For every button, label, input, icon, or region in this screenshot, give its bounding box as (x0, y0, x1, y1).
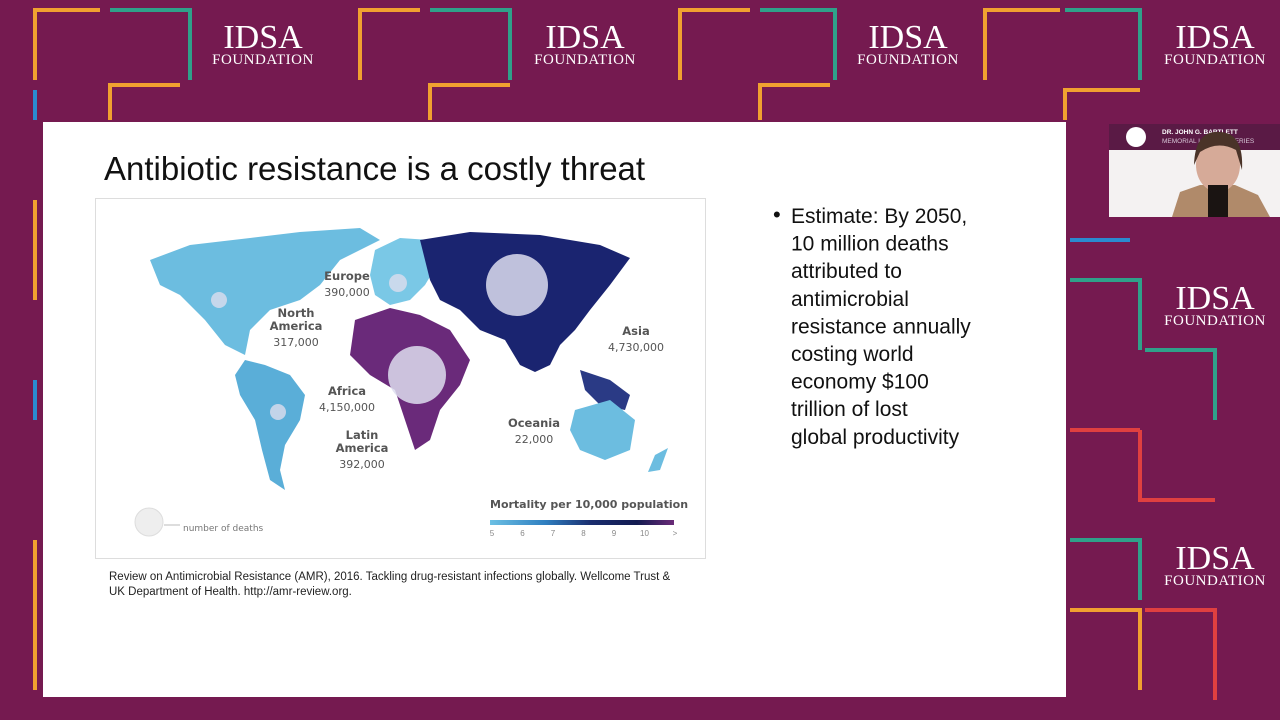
bullet-line: costing world (791, 343, 914, 366)
citation-line: UK Department of Health. http://amr-revi… (109, 586, 352, 598)
world-map (134, 228, 674, 537)
bullet-line: attributed to (791, 260, 902, 283)
map-labels: Europe390,000NorthAmerica317,000Asia4,73… (270, 269, 664, 471)
logo-sub: FOUNDATION (1164, 573, 1266, 589)
bullet-line: trillion of lost (791, 398, 908, 421)
logo-sub: FOUNDATION (534, 52, 636, 68)
logos: IDSAFOUNDATIONIDSAFOUNDATIONIDSAFOUNDATI… (212, 19, 1266, 589)
logo-sub: FOUNDATION (857, 52, 959, 68)
logo-sub: FOUNDATION (212, 52, 314, 68)
logo-name: IDSA (223, 19, 303, 56)
logo-name: IDSA (1175, 280, 1255, 317)
region-name: Europe (324, 269, 370, 283)
bullet-line: antimicrobial (791, 288, 909, 311)
bullet-line: global productivity (791, 426, 960, 449)
region-name: America (270, 319, 323, 333)
region-name: North (278, 306, 315, 320)
region-name: Africa (328, 384, 366, 398)
logo-sub: FOUNDATION (1164, 52, 1266, 68)
scale-tick: 5 (490, 529, 495, 538)
logo-name: IDSA (1175, 540, 1255, 577)
scale-tick: 9 (612, 529, 617, 538)
scale-tick: > (673, 529, 678, 538)
region-name: Oceania (508, 416, 560, 430)
slide-title: Antibiotic resistance is a costly threat (104, 150, 645, 187)
scale-tick: 10 (640, 529, 649, 538)
background-pattern (33, 8, 1217, 700)
bullet-line: resistance annually (791, 315, 971, 338)
scale-ticks: 5 6 7 8 9 10 > (490, 529, 678, 538)
region-deaths: 390,000 (324, 286, 370, 299)
region-deaths: 22,000 (515, 433, 554, 446)
region-name: Asia (622, 324, 649, 338)
bullet-line: 10 million deaths (791, 233, 949, 256)
scale-title: Mortality per 10,000 population (490, 498, 688, 511)
region-deaths: 392,000 (339, 458, 385, 471)
bullet: Estimate: By 2050, 10 million deaths attri… (791, 205, 971, 449)
bullet-line: economy $100 (791, 371, 929, 394)
region-deaths: 4,150,000 (319, 401, 375, 414)
region-deaths: 4,730,000 (608, 341, 664, 354)
logo-name: IDSA (1175, 19, 1255, 56)
region-name: Latin (346, 428, 379, 442)
logo-name: IDSA (868, 19, 948, 56)
citation-line: Review on Antimicrobial Resistance (AMR)… (109, 571, 671, 583)
webcam: DR. JOHN G. BARTLETT MEMORIAL LECTURE SE… (1109, 124, 1280, 217)
bullet-marker: • (773, 202, 781, 227)
region-name: America (336, 441, 389, 455)
scale-tick: 8 (581, 529, 586, 538)
logo-sub: FOUNDATION (1164, 313, 1266, 329)
scale-tick: 6 (520, 529, 525, 538)
region-deaths: 317,000 (273, 336, 319, 349)
circle-legend: number of deaths (183, 524, 264, 534)
banner-name: DR. JOHN G. BARTLETT (1162, 129, 1238, 136)
logo-name: IDSA (545, 19, 625, 56)
scale-tick: 7 (551, 529, 556, 538)
bullet-line: Estimate: By 2050, (791, 205, 967, 228)
